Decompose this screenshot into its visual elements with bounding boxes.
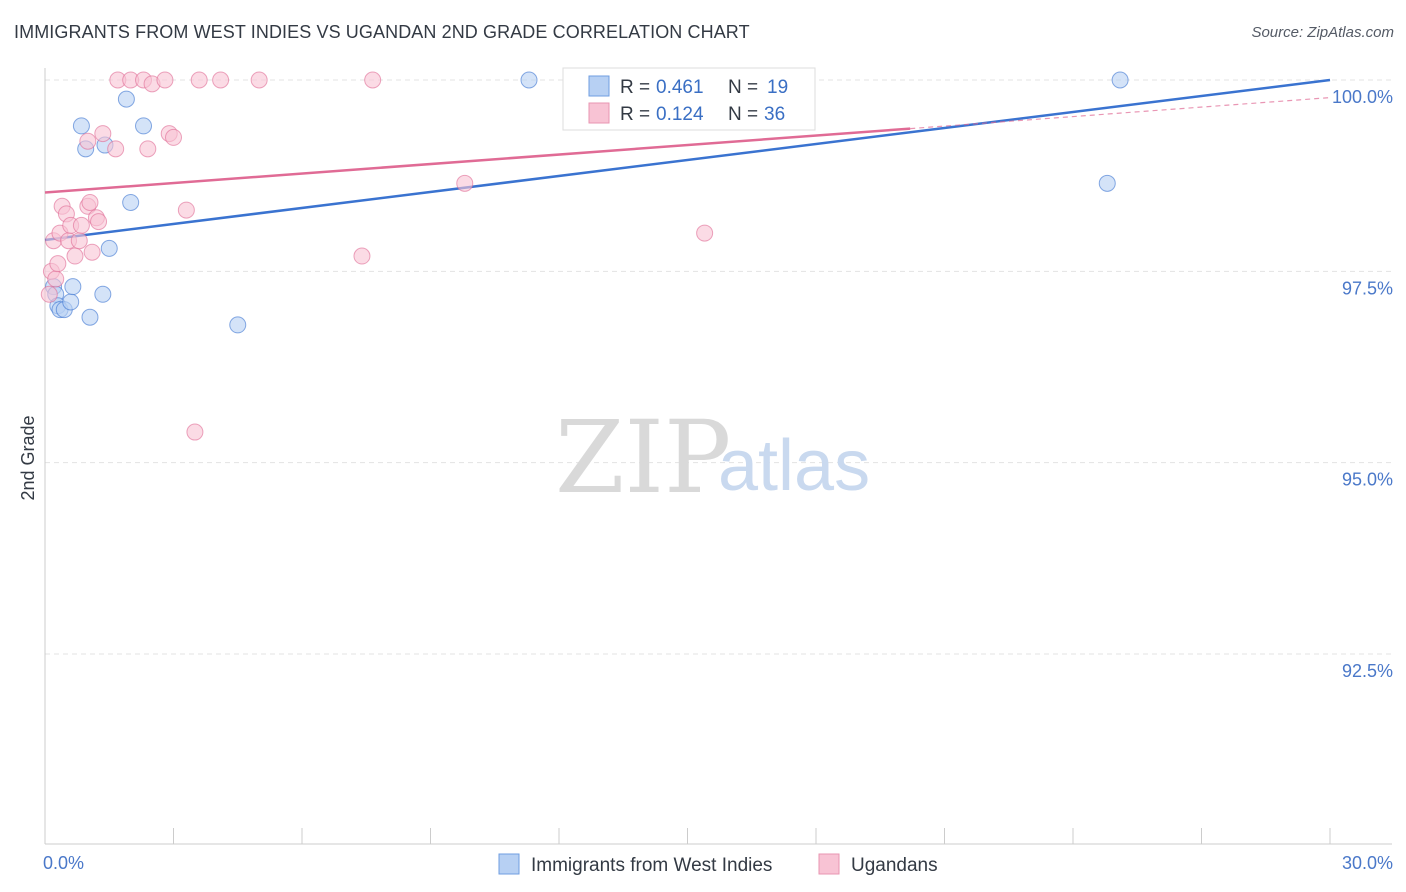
data-point-blue: [81, 308, 99, 326]
legend-box: R = 0.461 N = 19 R = 0.124 N = 36: [562, 67, 816, 131]
data-point-pink: [47, 270, 65, 288]
legend-r-label-pink: R =: [620, 104, 650, 125]
data-point-blue: [72, 117, 90, 135]
trend-lines: [44, 78, 1331, 242]
watermark-zip: ZIP: [555, 399, 731, 516]
data-point-pink: [66, 247, 84, 265]
data-point-pink: [250, 71, 268, 89]
data-point-pink: [49, 255, 67, 273]
legend-n-label-pink: N =: [728, 104, 758, 125]
legend-r-label-blue: R =: [620, 77, 650, 98]
data-point-blue: [520, 71, 538, 89]
data-point-pink: [212, 71, 230, 89]
legend-n-value-pink: 36: [764, 104, 785, 125]
axes: [44, 68, 1392, 845]
data-point-pink: [364, 71, 382, 89]
data-point-blue: [100, 239, 118, 257]
data-point-pink: [696, 224, 714, 242]
data-point-blue: [94, 285, 112, 303]
x-tick-label: 0.0%: [43, 853, 84, 873]
bottom-legend-label-blue: Immigrants from West Indies: [531, 855, 772, 876]
data-point-pink: [90, 213, 108, 231]
chart-title: IMMIGRANTS FROM WEST INDIES VS UGANDAN 2…: [14, 22, 750, 42]
data-point-blue: [122, 193, 140, 211]
data-point-blue: [62, 293, 80, 311]
data-point-blue: [135, 117, 153, 135]
data-point-pink: [72, 216, 90, 234]
legend-r-value-blue: 0.461: [656, 77, 704, 98]
grid-lines: [45, 79, 1392, 655]
bottom-legend: Immigrants from West Indies Ugandans: [498, 853, 938, 876]
y-tick-label: 95.0%: [1342, 470, 1393, 490]
bottom-legend-swatch-pink: [818, 853, 840, 875]
x-tick-labels: 0.0% 30.0%: [43, 853, 1393, 873]
y-tick-label: 100.0%: [1332, 87, 1393, 107]
data-point-pink: [190, 71, 208, 89]
data-point-blue: [64, 278, 82, 296]
legend-n-label-blue: N =: [728, 77, 758, 98]
legend-n-value-blue: 19: [767, 77, 788, 98]
data-point-pink: [94, 125, 112, 143]
legend-swatch-pink: [588, 102, 610, 124]
data-point-pink: [81, 193, 99, 211]
data-points: [40, 71, 1129, 441]
trend-line-extension-pink: [910, 97, 1331, 130]
data-point-blue: [1098, 174, 1116, 192]
data-point-blue: [1111, 71, 1129, 89]
data-point-pink: [353, 247, 371, 265]
data-point-pink: [40, 285, 58, 303]
watermark-atlas: atlas: [718, 426, 870, 506]
data-point-pink: [177, 201, 195, 219]
data-point-pink: [107, 140, 125, 158]
watermark: ZIP atlas: [555, 399, 870, 516]
data-point-pink: [70, 232, 88, 250]
bottom-legend-swatch-blue: [498, 853, 520, 875]
source-label: Source: ZipAtlas.com: [1251, 24, 1394, 41]
data-point-pink: [83, 243, 101, 261]
data-point-pink: [156, 71, 174, 89]
data-point-blue: [117, 90, 135, 108]
bottom-legend-label-pink: Ugandans: [851, 855, 938, 876]
y-tick-label: 92.5%: [1342, 661, 1393, 681]
trend-line-blue: [44, 78, 1331, 242]
data-point-pink: [139, 140, 157, 158]
data-point-pink: [456, 174, 474, 192]
legend-r-value-pink: 0.124: [656, 104, 704, 125]
data-point-pink: [79, 132, 97, 150]
trend-line-pink: [44, 127, 911, 194]
y-tick-label: 97.5%: [1342, 278, 1393, 298]
legend-swatch-blue: [588, 75, 610, 97]
data-point-pink: [186, 423, 204, 441]
x-tick-label: 30.0%: [1342, 853, 1393, 873]
data-point-pink: [165, 128, 182, 146]
y-tick-labels: 100.0% 97.5% 95.0% 92.5%: [1332, 87, 1393, 681]
data-point-blue: [229, 316, 247, 334]
y-axis-label: 2nd Grade: [18, 415, 38, 500]
